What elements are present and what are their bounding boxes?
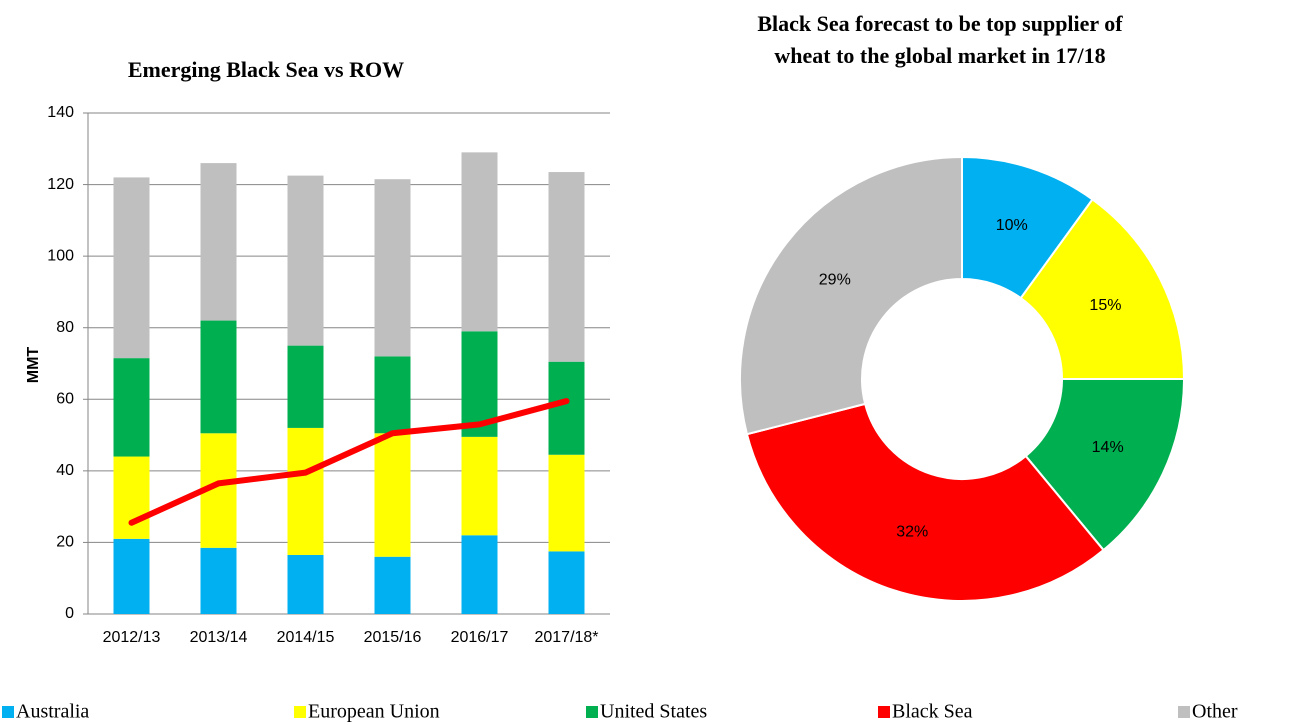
data-label: 15% <box>1089 297 1121 314</box>
bar-segment <box>461 436 498 536</box>
bar-segment <box>461 535 498 614</box>
y-tick-label: 60 <box>56 391 74 408</box>
bar-segment <box>374 433 411 557</box>
donut-slice <box>1024 378 1186 552</box>
bar-segment <box>374 556 411 614</box>
x-tick-label: 2014/15 <box>277 629 335 646</box>
chart-title: Emerging Black Sea vs ROW <box>128 57 404 82</box>
bar-segment <box>548 454 585 552</box>
data-label: 32% <box>896 523 928 540</box>
donut-slice <box>739 155 963 436</box>
legend-label: United States <box>600 701 707 723</box>
donut-slice <box>745 402 1105 602</box>
legend-label: Black Sea <box>892 701 973 723</box>
y-tick-label: 80 <box>56 319 74 336</box>
y-tick-label: 140 <box>47 104 74 121</box>
bar-segment <box>548 551 585 614</box>
bar-segment <box>200 320 237 434</box>
bar-segment <box>200 547 237 614</box>
y-tick-label: 40 <box>56 462 74 479</box>
bar-segment <box>113 177 150 359</box>
bar-segment <box>374 356 411 434</box>
data-label: 10% <box>996 217 1028 234</box>
donut-slice <box>1019 198 1186 380</box>
bar-segment <box>461 152 498 332</box>
line-series <box>128 398 570 526</box>
bar-segment <box>287 345 324 428</box>
x-tick-label: 2015/16 <box>364 629 422 646</box>
legend-label: Australia <box>16 701 89 723</box>
legend-swatch <box>1178 706 1190 718</box>
bar-segment <box>548 361 585 455</box>
bar-segment <box>113 456 150 539</box>
y-tick-label: 20 <box>56 534 74 551</box>
bar-segment <box>200 163 237 321</box>
chart-title: Black Sea forecast to be top supplier of… <box>757 11 1123 68</box>
y-tick-label: 120 <box>47 176 74 193</box>
bar-segment <box>287 175 324 346</box>
y-axis-label: MMT <box>25 347 42 384</box>
bar-segment <box>287 427 324 555</box>
x-tick-label: 2013/14 <box>190 629 248 646</box>
x-tick-label: 2012/13 <box>103 629 161 646</box>
bar-segment <box>287 554 324 614</box>
data-label: 14% <box>1092 439 1124 456</box>
x-tick-label: 2016/17 <box>451 629 509 646</box>
y-tick-label: 100 <box>47 247 74 264</box>
legend-label: Other <box>1192 701 1238 723</box>
bar-segment <box>374 179 411 357</box>
bar-segment <box>548 172 585 362</box>
legend-swatch <box>586 706 598 718</box>
legend-label: European Union <box>308 701 440 723</box>
legend-swatch <box>878 706 890 718</box>
legend-swatch <box>2 706 14 718</box>
legend-swatch <box>294 706 306 718</box>
y-tick-label: 0 <box>65 605 74 622</box>
bar-segment <box>113 538 150 614</box>
data-label: 29% <box>819 272 851 289</box>
bar-segment <box>113 358 150 457</box>
x-tick-label: 2017/18* <box>534 629 598 646</box>
